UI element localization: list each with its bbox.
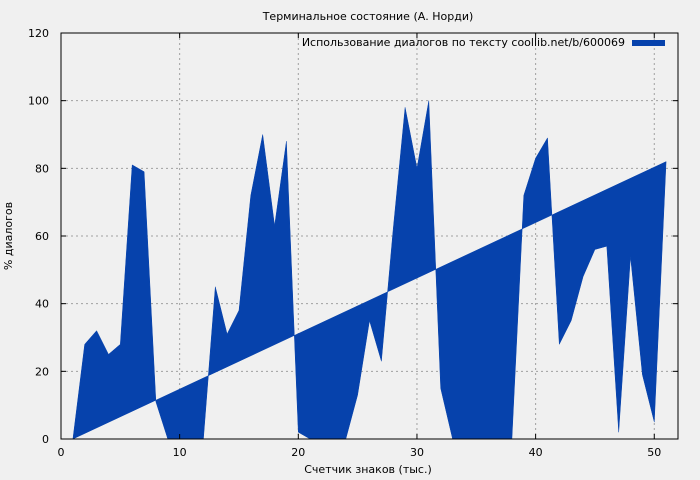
x-tick-label: 10: [173, 446, 187, 459]
x-tick-label: 40: [529, 446, 543, 459]
y-tick-label: 20: [35, 365, 49, 378]
x-tick-label: 50: [647, 446, 661, 459]
x-tick-label: 30: [410, 446, 424, 459]
x-tick-label: 20: [291, 446, 305, 459]
legend-label: Использование диалогов по тексту coollib…: [302, 36, 625, 49]
plot-area: 0 10 20 30 40 50 0 20 40 60 80 100 120: [28, 27, 679, 459]
y-tick-label: 0: [42, 433, 49, 446]
chart-title: Терминальное состояние (А. Норди): [262, 10, 474, 23]
series-area: [72, 100, 667, 440]
y-tick-label: 100: [28, 95, 49, 108]
legend: Использование диалогов по тексту coollib…: [302, 36, 665, 49]
legend-swatch: [632, 40, 665, 46]
y-axis-label: % диалогов: [2, 202, 15, 270]
x-axis-label: Счетчик знаков (тыс.): [304, 463, 432, 476]
y-tick-label: 60: [35, 230, 49, 243]
x-tick-label: 0: [58, 446, 65, 459]
y-tick-label: 80: [35, 162, 49, 175]
y-tick-label: 120: [28, 27, 49, 40]
y-tick-label: 40: [35, 298, 49, 311]
